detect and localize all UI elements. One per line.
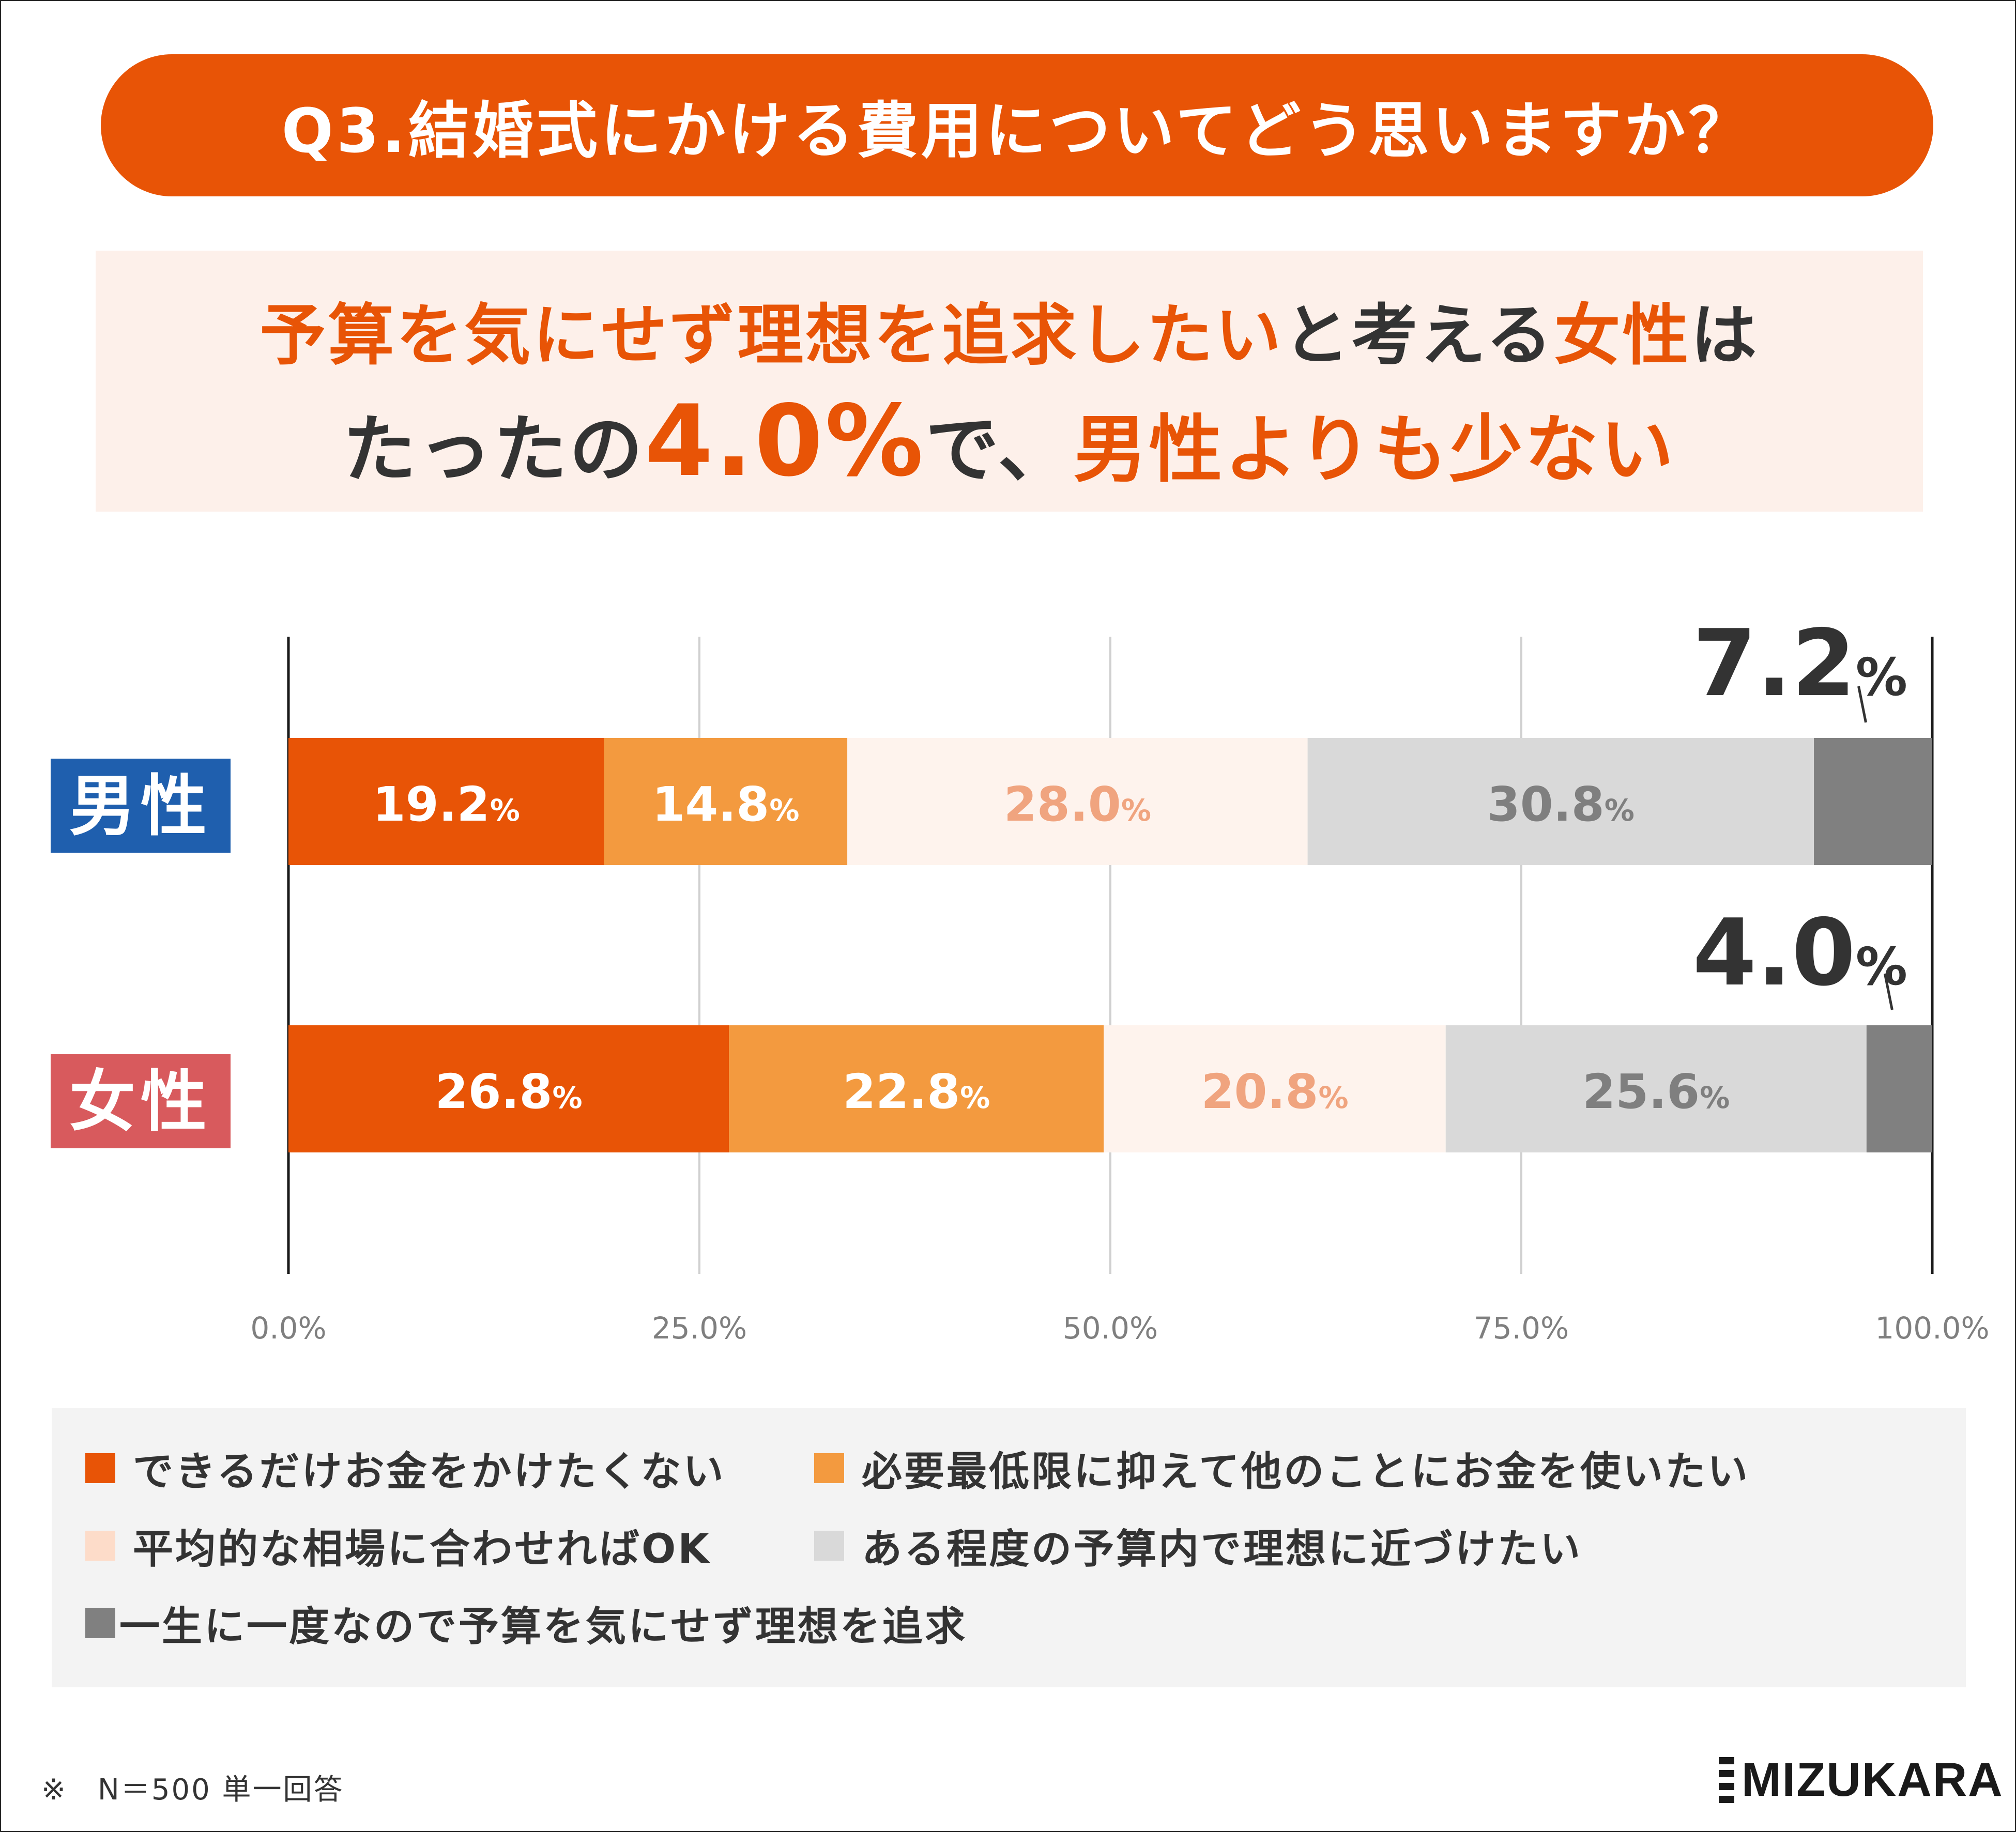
- footnote: ※ N＝500 単一回答: [41, 1773, 344, 1807]
- category-label-bg-female: [51, 1054, 231, 1148]
- headline-percentage: 4.0%: [645, 384, 926, 498]
- bar-segment: [1307, 738, 1814, 865]
- legend-item-no-spend: できるだけお金をかけたくない: [85, 1439, 725, 1497]
- logo-mark-icon: [1719, 1757, 1734, 1804]
- question-title: Q3.結婚式にかける費用についてどう思いますか？: [281, 95, 1753, 166]
- callout-leader-line: [1857, 686, 1867, 723]
- x-tick-label: 0.0%: [250, 1311, 326, 1346]
- bar-value-callout: 4.0%: [1692, 899, 1907, 1006]
- bar-value-label: 25.6%: [1582, 1064, 1730, 1119]
- bar-value-label: 20.8%: [1201, 1064, 1348, 1119]
- callout-leader-line: [1883, 973, 1893, 1010]
- legend-item-within-budget: ある程度の予算内で理想に近づけたい: [814, 1517, 1582, 1575]
- bar-value-label: 26.8%: [435, 1064, 583, 1119]
- legend-swatch-pursue-ideal: [85, 1608, 115, 1638]
- legend-label-within-budget: ある程度の予算内で理想に近づけたい: [862, 1526, 1583, 1573]
- bar-value-label: 28.0%: [1004, 777, 1151, 832]
- bar-value-label: 19.2%: [373, 777, 520, 832]
- headline-phrase-ideal: 予算を気にせず理想を追求したい: [259, 297, 1284, 374]
- bar-segment: [1814, 738, 1932, 865]
- bar-segment: [1445, 1025, 1867, 1152]
- bar-value-label: 14.8%: [652, 777, 799, 832]
- x-tick-label: 50.0%: [1063, 1311, 1158, 1346]
- category-label-male: 男性: [69, 768, 212, 845]
- bar-segment: [288, 738, 604, 865]
- bar-value-label: 30.8%: [1487, 777, 1635, 832]
- headline-phrase-de: で、: [925, 407, 1074, 492]
- headline-phrase-women: 女性: [1554, 297, 1691, 374]
- bar-segment: [604, 738, 848, 865]
- bar-segment: [729, 1025, 1104, 1152]
- legend-label-no-spend: できるだけお金をかけたくない: [133, 1449, 726, 1495]
- legend-swatch-average: [85, 1531, 115, 1561]
- x-tick-label: 100.0%: [1875, 1311, 1989, 1346]
- headline-phrase-less-than-men: 男性よりも少ない: [1073, 407, 1676, 492]
- logo-text: MIZUKARA: [1742, 1753, 2004, 1806]
- headline-line-2: たったの4.0%で、男性よりも少ない: [96, 384, 1923, 498]
- legend-item-minimum: 必要最低限に抑えて他のことにお金を使いたい: [814, 1439, 1750, 1497]
- legend-swatch-within-budget: [814, 1531, 844, 1561]
- legend-swatch-minimum: [814, 1453, 844, 1483]
- bar-value-callout: 7.2%: [1692, 610, 1907, 717]
- legend-label-average: 平均的な相場に合わせればOK: [133, 1526, 711, 1573]
- bar-segment: [288, 1025, 729, 1152]
- legend-swatch-no-spend: [85, 1453, 115, 1483]
- bar-segment: [847, 738, 1308, 865]
- category-label-bg-male: [51, 759, 231, 853]
- question-banner: Q3.結婚式にかける費用についてどう思いますか？: [101, 54, 1933, 196]
- legend-label-minimum: 必要最低限に抑えて他のことにお金を使いたい: [862, 1449, 1750, 1495]
- legend: できるだけお金をかけたくない 必要最低限に抑えて他のことにお金を使いたい 平均的…: [52, 1408, 1966, 1687]
- bar-segment: [1104, 1025, 1446, 1152]
- headline-particle: は: [1690, 297, 1759, 374]
- category-label-female: 女性: [69, 1064, 212, 1141]
- legend-item-average: 平均的な相場に合わせればOK: [85, 1517, 711, 1575]
- headline-line-1: 予算を気にせず理想を追求したいと考える女性は: [96, 282, 1923, 377]
- bar-value-label: 22.8%: [843, 1064, 990, 1119]
- x-tick-label: 25.0%: [652, 1311, 747, 1346]
- headline-callout: 予算を気にせず理想を追求したいと考える女性は たったの4.0%で、男性よりも少な…: [96, 251, 1923, 512]
- headline-phrase-only: たったの: [343, 407, 645, 492]
- legend-item-pursue-ideal: 一生に一度なので予算を気にせず理想を追求: [85, 1594, 967, 1652]
- legend-label-pursue-ideal: 一生に一度なので予算を気にせず理想を追求: [119, 1604, 968, 1650]
- mizukara-logo: MIZUKARA: [1719, 1753, 2004, 1807]
- headline-phrase-think: と考える: [1283, 297, 1554, 374]
- x-tick-label: 75.0%: [1474, 1311, 1569, 1346]
- bar-segment: [1866, 1025, 1932, 1152]
